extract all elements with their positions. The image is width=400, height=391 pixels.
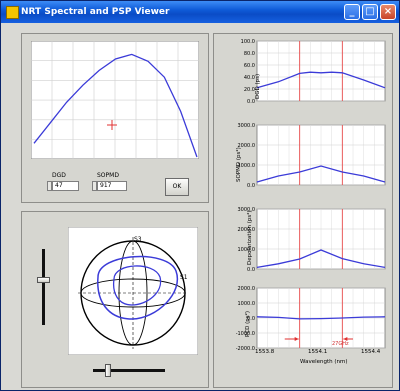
dgd-field[interactable]: 47 bbox=[52, 181, 79, 191]
poincare-sphere: S3 S1 bbox=[68, 227, 198, 355]
sopmd-ytick: 2000.0 bbox=[238, 143, 256, 149]
depol-chart: 3000.0 2000.0 1000.0 0.0 bbox=[238, 207, 386, 273]
vertical-slider-thumb[interactable] bbox=[37, 277, 50, 283]
sphere-background bbox=[68, 227, 198, 355]
depol-ytick: 0.0 bbox=[247, 267, 255, 273]
s3-label: S3 bbox=[134, 236, 142, 243]
dgd-ytick: 100.0 bbox=[241, 39, 255, 45]
sopmd-chart: 3000.0 2000.0 1000.0 0.0 bbox=[238, 123, 386, 189]
dgd-chart: 100.0 80.0 60.0 40.0 20.0 0.0 bbox=[241, 39, 385, 105]
vertical-slider-track[interactable] bbox=[42, 249, 45, 325]
spectral-charts: 100.0 80.0 60.0 40.0 20.0 0.0 3000.0 2000.0 1000… bbox=[213, 33, 393, 387]
sopmd-ytick: 0.0 bbox=[247, 183, 255, 189]
close-button[interactable]: × bbox=[380, 4, 396, 20]
sopmd-ytick: 3000.0 bbox=[238, 123, 256, 129]
pcd-ytick: 2000.0 bbox=[238, 286, 256, 292]
minimize-button[interactable]: _ bbox=[344, 4, 360, 20]
title-bar[interactable]: NRT Spectral and PSP Viewer _ □ × bbox=[1, 1, 399, 23]
depol-ytick: 1000.0 bbox=[238, 247, 256, 253]
horizontal-slider-thumb[interactable] bbox=[105, 364, 111, 377]
sopmd-label: SOPMD bbox=[97, 172, 119, 179]
dgd-ytick: 40.0 bbox=[244, 75, 255, 81]
spectrum-plot bbox=[31, 41, 199, 159]
dgd-label: DGD bbox=[52, 172, 66, 179]
depol-ytick: 2000.0 bbox=[238, 227, 256, 233]
s1-label: S1 bbox=[180, 274, 188, 281]
sopmd-field[interactable]: 917 bbox=[97, 181, 127, 191]
pcd-ytick: -1000.0 bbox=[236, 331, 255, 337]
pcd-ytick: 0.0 bbox=[247, 316, 255, 322]
maximize-button[interactable]: □ bbox=[362, 4, 378, 20]
window-title: NRT Spectral and PSP Viewer bbox=[21, 1, 169, 23]
depol-ytick: 3000.0 bbox=[238, 207, 256, 213]
ok-button[interactable]: OK bbox=[165, 178, 189, 196]
app-icon bbox=[6, 6, 19, 19]
pcd-ytick: -2000.0 bbox=[236, 346, 255, 352]
horizontal-slider-track[interactable] bbox=[93, 369, 165, 372]
dgd-ytick: 80.0 bbox=[244, 51, 255, 57]
pcd-chart: 2000.0 1000.0 0.0 -1000.0 -2000.0 bbox=[236, 286, 385, 352]
dgd-ytick: 20.0 bbox=[244, 87, 255, 93]
pcd-ytick: 1000.0 bbox=[238, 301, 256, 307]
sopmd-ytick: 1000.0 bbox=[238, 163, 256, 169]
dgd-ytick: 60.0 bbox=[244, 63, 255, 69]
dgd-ytick: 0.0 bbox=[247, 99, 255, 105]
